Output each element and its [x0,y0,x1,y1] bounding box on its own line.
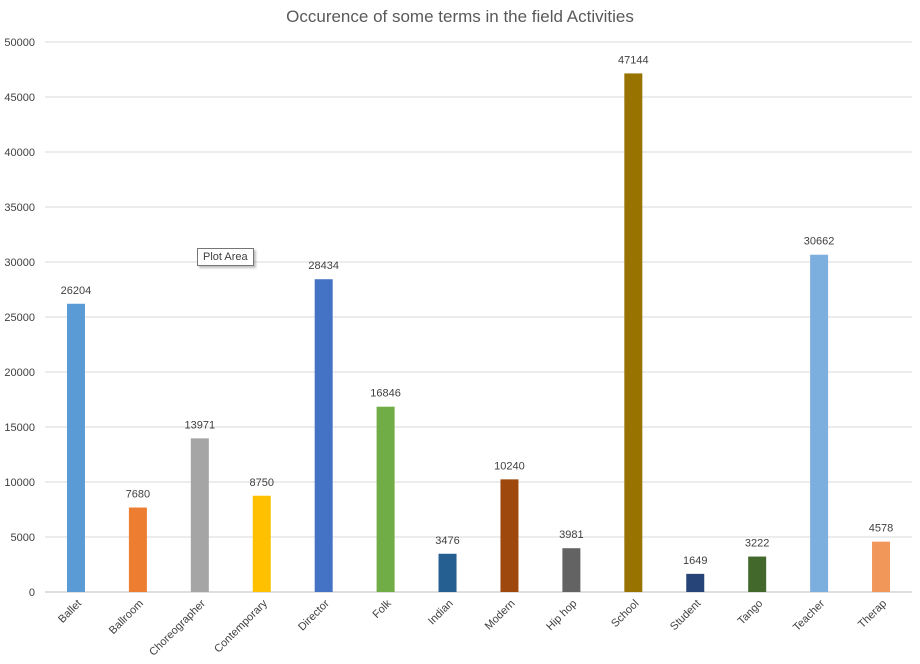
bar-choreographer[interactable] [190,438,209,592]
bar-folk[interactable] [376,406,395,592]
y-tick-label: 40000 [4,147,35,159]
data-label: 13971 [185,419,216,431]
data-label: 10240 [494,460,525,472]
category-label: Hip hop [544,598,579,633]
bar-contemporary[interactable] [252,495,271,592]
data-label: 16846 [370,388,401,400]
category-label: Choreographer [147,597,208,658]
bar-indian[interactable] [438,553,457,592]
data-label: 3476 [435,535,459,547]
bar-ballroom[interactable] [128,507,147,592]
category-label: Modern [483,598,518,633]
data-label: 4578 [869,523,893,535]
y-tick-label: 5000 [11,532,35,544]
bar-teacher[interactable] [810,254,829,592]
bar-school[interactable] [624,73,643,592]
y-tick-label: 35000 [4,202,35,214]
chart-title: Occurence of some terms in the field Act… [286,7,634,26]
bar-director[interactable] [314,279,333,592]
y-tick-label: 30000 [4,257,35,269]
y-tick-label: 15000 [4,422,35,434]
category-label: Contemporary [212,597,270,655]
category-label: Student [668,598,703,633]
y-tick-label: 25000 [4,312,35,324]
bar-modern[interactable] [500,479,519,592]
data-label: 7680 [126,489,150,501]
data-label: 1649 [683,555,707,567]
bar-ballet[interactable] [66,303,85,592]
y-tick-label: 45000 [4,92,35,104]
category-label: Director [296,597,332,633]
bar-therap[interactable] [872,541,891,592]
data-label: 26204 [61,285,92,297]
category-label: Ballet [56,598,84,626]
category-label: Tango [736,598,766,628]
y-tick-label: 10000 [4,477,35,489]
data-label: 30662 [804,236,835,248]
bar-tango[interactable] [748,556,767,592]
y-tick-label: 0 [29,587,35,599]
category-label: School [609,598,641,630]
y-tick-label: 50000 [4,37,35,49]
category-label: Ballroom [107,598,146,637]
data-label: 8750 [250,477,274,489]
data-label: 47144 [618,54,649,66]
category-label: Indian [426,598,456,628]
data-label: 3981 [559,529,583,541]
category-label: Teacher [791,597,827,633]
y-tick-label: 20000 [4,367,35,379]
category-label: Folk [371,597,395,621]
category-label: Therap [856,598,889,631]
bar-student[interactable] [686,573,705,592]
plot-area-tooltip: Plot Area [197,248,254,266]
data-label: 3222 [745,538,769,550]
data-label: 28434 [308,260,339,272]
bar-hip-hop[interactable] [562,548,581,592]
